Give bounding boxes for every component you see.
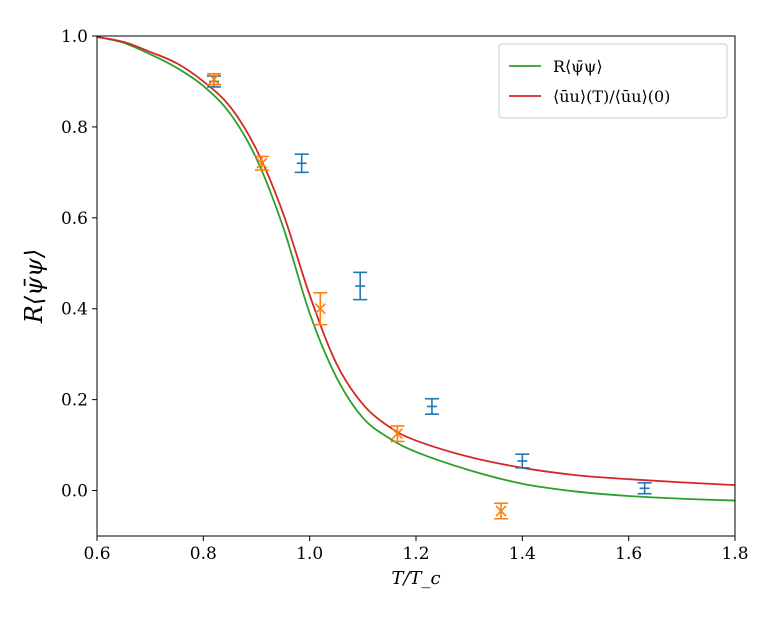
x-tick-label-2: 0.8 (190, 544, 217, 564)
y-tick-label-4: 0.6 (61, 209, 88, 229)
data-points-layer (206, 72, 652, 520)
legend: R⟨ψ̄ψ⟩ ⟨ūu⟩(T)/⟨ūu⟩(0) (498, 43, 728, 119)
legend-entry-2: ⟨ūu⟩(T)/⟨ūu⟩(0) (553, 87, 670, 106)
y-tick-label-5: 0.8 (61, 118, 88, 138)
ticks-layer: 0.6 0.8 1.0 1.2 1.4 1.6 1.8 0.0 0.2 0.4 0.6 0.8 1.0 (61, 27, 749, 564)
data-point-s2-5 (494, 502, 509, 520)
legend-box (498, 43, 728, 119)
y-tick-label-6: 1.0 (61, 27, 88, 47)
data-point-s1-4 (424, 397, 439, 415)
x-tick-label-4: 1.2 (402, 544, 429, 564)
data-point-s1-6 (637, 482, 652, 495)
data-point-s2-4 (390, 425, 405, 443)
x-tick-label-5: 1.4 (509, 544, 536, 564)
data-point-s1-5 (515, 453, 530, 469)
x-tick-label-6: 1.6 (615, 544, 642, 564)
data-point-s2-2 (254, 155, 269, 171)
data-point-s1-2 (294, 153, 309, 174)
x-tick-label-1: 0.6 (83, 544, 110, 564)
x-tick-label-7: 1.8 (721, 544, 748, 564)
data-point-s2-3 (313, 292, 328, 326)
data-point-s2-1 (206, 72, 221, 86)
y-axis-label: R⟨ψ̄ψ⟩ (20, 249, 48, 324)
data-point-s1-3 (353, 271, 368, 301)
y-tick-label-2: 0.2 (61, 391, 88, 411)
series-line-1 (97, 36, 735, 502)
x-tick-label-3: 1.0 (296, 544, 323, 564)
y-tick-label-3: 0.4 (61, 300, 88, 320)
series-line-2 (97, 36, 735, 486)
series-layer (97, 36, 735, 502)
legend-entry-1: R⟨ψ̄ψ⟩ (553, 57, 603, 76)
y-tick-label-1: 0.0 (61, 482, 88, 502)
x-axis-label: T/T_c (391, 568, 440, 589)
